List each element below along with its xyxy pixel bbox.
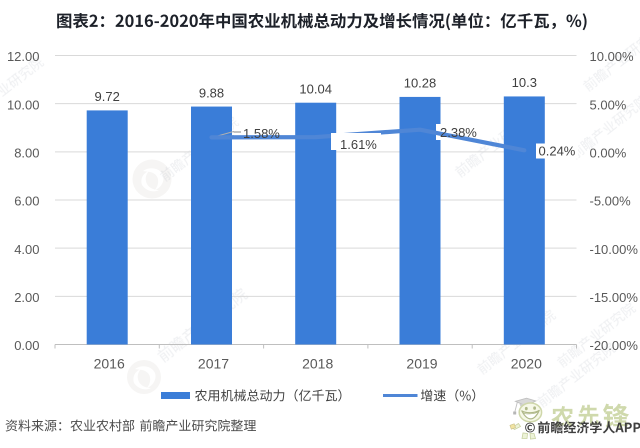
svg-text:12.00: 12.00 [7,49,40,64]
svg-text:1.61%: 1.61% [340,137,377,152]
svg-text:8.00: 8.00 [14,146,39,161]
svg-text:1.58%: 1.58% [243,126,280,141]
svg-text:-20.00%: -20.00% [590,338,639,353]
svg-text:-5.00%: -5.00% [590,194,632,209]
svg-text:10.04: 10.04 [299,82,332,97]
svg-text:0.24%: 0.24% [539,144,576,159]
svg-text:10.00%: 10.00% [590,49,635,64]
svg-text:0.00: 0.00 [14,338,39,353]
svg-text:-10.00%: -10.00% [590,242,639,257]
svg-text:2018: 2018 [302,355,333,371]
svg-text:10.28: 10.28 [404,76,437,91]
svg-text:2.38%: 2.38% [440,125,477,140]
svg-text:4.00: 4.00 [14,242,39,257]
svg-text:2020: 2020 [511,355,542,371]
svg-text:10.3: 10.3 [512,75,537,90]
svg-text:0.00%: 0.00% [590,146,627,161]
svg-text:2017: 2017 [198,355,229,371]
svg-text:2016: 2016 [94,355,125,371]
svg-text:2.00: 2.00 [14,290,39,305]
svg-text:9.88: 9.88 [199,85,224,100]
svg-text:-15.00%: -15.00% [590,290,639,305]
svg-text:9.72: 9.72 [95,89,120,104]
svg-text:5.00%: 5.00% [590,97,627,112]
svg-text:6.00: 6.00 [14,194,39,209]
svg-text:10.00: 10.00 [7,97,40,112]
svg-text:2019: 2019 [406,355,437,371]
